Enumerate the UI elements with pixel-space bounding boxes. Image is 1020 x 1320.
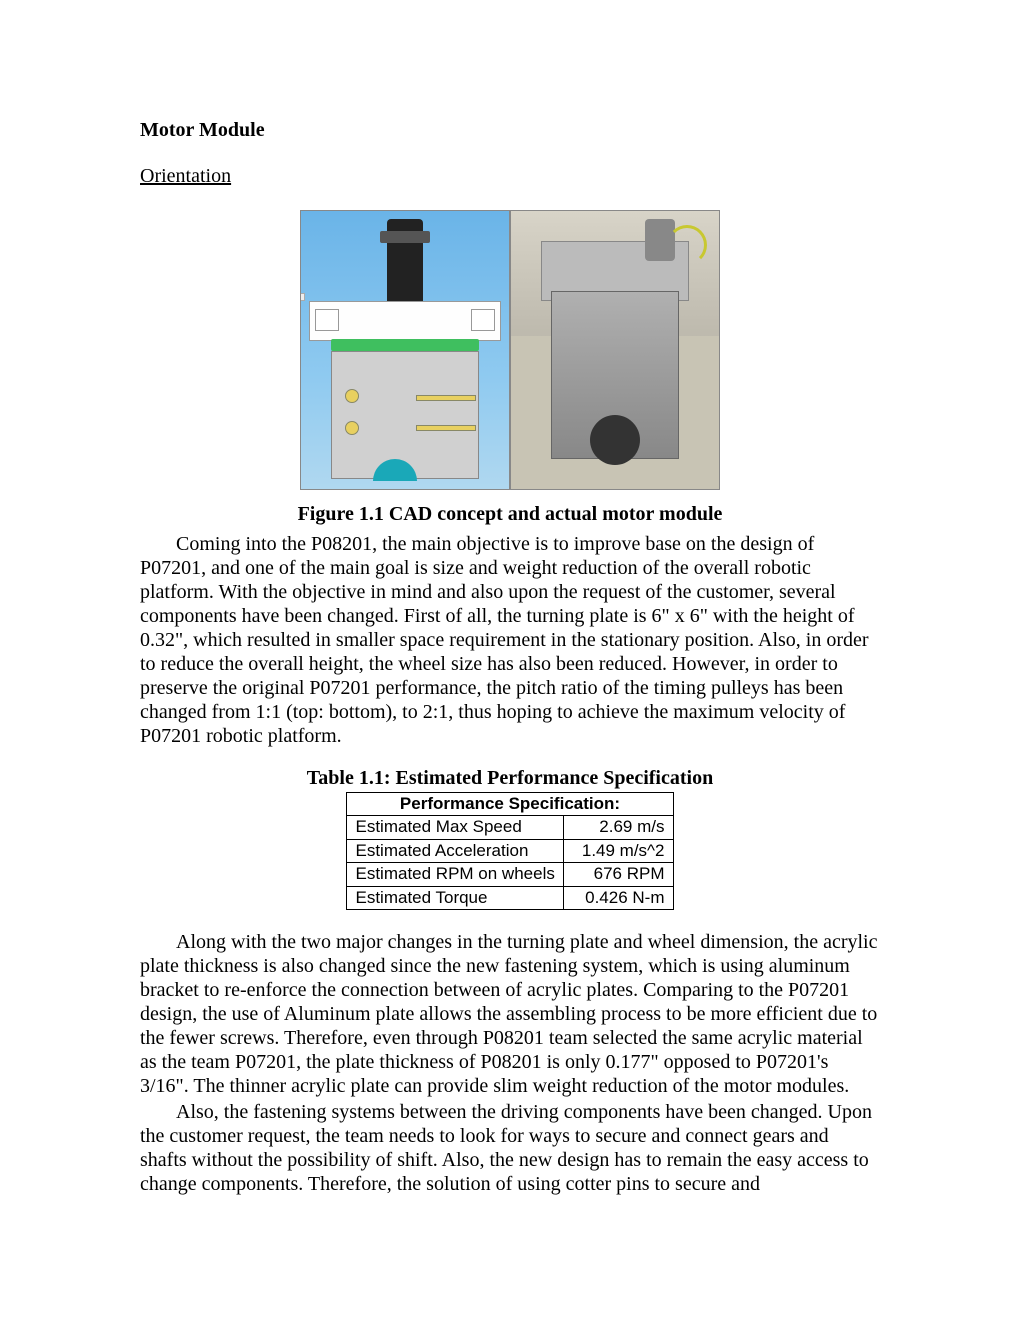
table-row: Estimated Torque 0.426 N-m [347, 886, 673, 909]
paragraph-2: Along with the two major changes in the … [140, 930, 880, 1098]
spec-value: 2.69 m/s [563, 816, 673, 839]
spec-value: 0.426 N-m [563, 886, 673, 909]
spec-label: Estimated RPM on wheels [347, 863, 563, 886]
table-row: Estimated RPM on wheels 676 RPM [347, 863, 673, 886]
section-title: Motor Module [140, 118, 880, 142]
figure-block: Figure 1.1 CAD concept and actual motor … [140, 210, 880, 526]
performance-table: Performance Specification: Estimated Max… [346, 792, 673, 910]
spec-label: Estimated Acceleration [347, 839, 563, 862]
table-title: Table 1.1: Estimated Performance Specifi… [140, 766, 880, 790]
spec-value: 676 RPM [563, 863, 673, 886]
subsection-heading: Orientation [140, 164, 880, 188]
paragraph-1: Coming into the P08201, the main objecti… [140, 532, 880, 748]
cad-concept-image [300, 210, 510, 490]
spec-label: Estimated Torque [347, 886, 563, 909]
paragraph-3: Also, the fastening systems between the … [140, 1100, 880, 1196]
table-row: Estimated Max Speed 2.69 m/s [347, 816, 673, 839]
spec-label: Estimated Max Speed [347, 816, 563, 839]
spec-value: 1.49 m/s^2 [563, 839, 673, 862]
figure-caption: Figure 1.1 CAD concept and actual motor … [140, 502, 880, 526]
actual-module-photo [510, 210, 720, 490]
table-header: Performance Specification: [347, 793, 673, 816]
table-row: Estimated Acceleration 1.49 m/s^2 [347, 839, 673, 862]
